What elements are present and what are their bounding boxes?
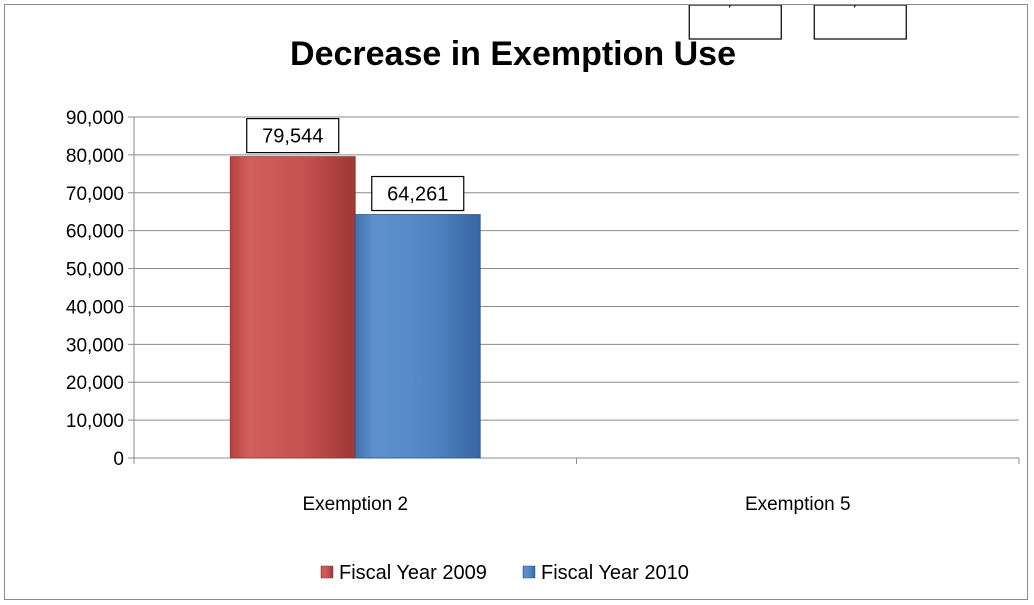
bars [229,156,481,459]
data-label: 64,668 [830,5,891,10]
data-label-box [688,5,782,40]
y-tick-label: 20,000 [66,373,124,394]
data-label: 82,702 [705,5,766,10]
chart-area: Decrease in Exemption Use 0 10,000 20,000 3… [4,4,1028,600]
legend: Fiscal Year 2009 Fiscal Year 2010 [320,562,689,584]
legend-label-fy2009: Fiscal Year 2009 [339,562,487,584]
legend-swatch-fy2009 [320,565,334,579]
bar-fy2009 [229,156,356,459]
y-tick-label: 30,000 [66,335,124,356]
data-label: 64,261 [387,184,448,206]
data-label-box [371,175,465,212]
chart-title: Decrease in Exemption Use [290,35,736,73]
x-category-label: Exemption 5 [745,494,851,515]
y-tick-label: 10,000 [66,411,124,432]
data-label-box [813,5,907,40]
x-category-label: Exemption 2 [302,494,408,515]
y-tick-label: 50,000 [66,260,124,281]
legend-label-fy2010: Fiscal Year 2010 [541,562,689,584]
chart-canvas: Decrease in Exemption Use 0 10,000 20,000 3… [66,5,1020,584]
legend-swatch-fy2010 [522,565,536,579]
axes: 0 10,000 20,000 30,000 40,000 50,000 60,000 70,… [66,108,1020,515]
data-label-box [246,118,340,154]
y-tick-label: 60,000 [66,222,124,243]
y-tick-label: 80,000 [66,146,124,167]
y-tick-label: 70,000 [66,184,124,205]
y-tick-label: 0 [113,449,124,470]
y-tick-label: 40,000 [66,297,124,318]
y-tick-label: 90,000 [66,108,124,129]
bar-fy2010 [354,214,481,459]
data-label: 79,544 [262,126,323,148]
data-labels: 79,544 64,261 82,702 64,668 [246,5,907,212]
